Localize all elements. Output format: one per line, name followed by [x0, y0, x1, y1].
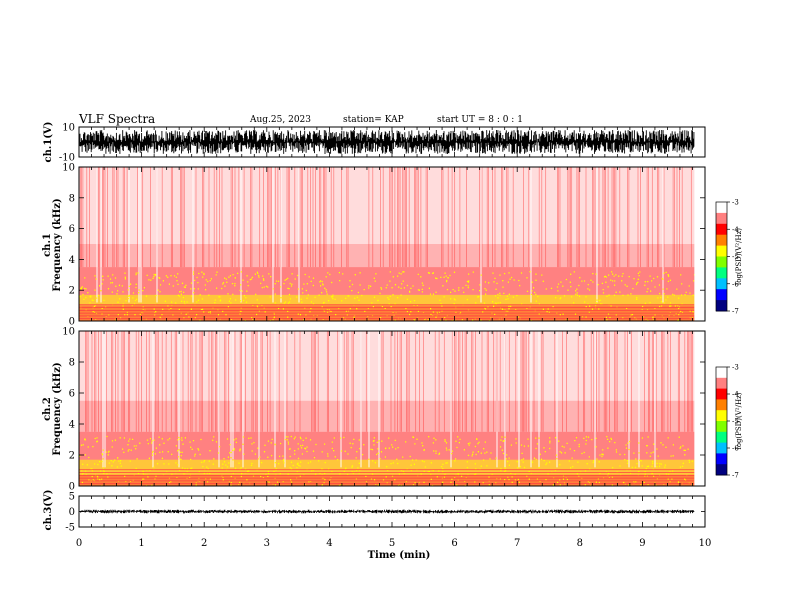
ch1-spec-ylabel-freq: Frequency (kHz) — [52, 198, 63, 291]
ch2-spec-ylabel-freq: Frequency (kHz) — [52, 362, 63, 455]
ch2-spectrogram-streaks — [85, 331, 693, 432]
ch1-spectrogram-image — [79, 167, 705, 321]
ch2-spectrogram-colorbar-swatch — [716, 377, 727, 390]
time-tick-label: 9 — [639, 538, 645, 549]
time-tick-label: 6 — [451, 538, 457, 549]
ch2-spectrogram-colorbar-tick-label: -4 — [732, 391, 739, 399]
ch1-spectrogram-band — [79, 244, 705, 268]
ch1-spectrogram-band — [79, 267, 705, 295]
ch2-spectrogram-band-hot — [79, 459, 705, 476]
ch1-spectrogram-colorbar-swatch — [716, 267, 727, 279]
ch1-spectrogram-colorbar-swatch — [716, 234, 727, 247]
ch2-spectrogram-ytick-label: 6 — [69, 389, 75, 400]
ch1-spectrogram-band-hot — [79, 294, 705, 306]
ch1-spectrogram-colorbar-swatch — [716, 278, 727, 290]
ch3-waveform-ytick-label: 5 — [69, 492, 75, 503]
time-tick-label: 5 — [389, 538, 395, 549]
ch2-colorbar: -3 -4 -5 -6 -7 log(PSD)(V²/Hz) — [715, 364, 743, 480]
ch2-spectrogram-colorbar-tick-label: -5 — [732, 418, 739, 426]
ch2-spectrogram-ytick-label: 2 — [69, 451, 75, 462]
ch1-spectrogram-colorbar-swatch — [716, 202, 727, 214]
ch1-waveform-ytick-label: -10 — [59, 153, 75, 164]
start-time-label: start UT = 8 : 0 : 1 — [437, 115, 523, 125]
ch2-spectrogram-colorbar-swatch — [716, 453, 727, 465]
ch2-spectrogram-colorbar-swatch — [716, 464, 727, 476]
date-label: Aug.25, 2023 — [249, 115, 311, 125]
ch1-spectrogram-ytick-label: 4 — [69, 255, 75, 266]
ch1-spectrogram-colorbar-tick-label: -3 — [732, 199, 739, 207]
ch3-waveform-ytick-label: 0 — [69, 507, 75, 518]
ch2-spectrogram-panel: 0 2 4 6 8 10 — [62, 327, 706, 493]
time-tick-label: 7 — [514, 538, 520, 549]
station-label: station= KAP — [343, 115, 404, 125]
ch2-spectrogram-gaps — [102, 331, 656, 468]
ch2-spectrogram-band — [79, 431, 705, 460]
ch2-spectrogram-band — [79, 400, 705, 432]
ch1-spectrogram-colorbar-tick-label: -7 — [732, 308, 739, 316]
ch2-spectrogram-colorbar-swatch — [716, 421, 727, 433]
ch2-spectrogram-nodata — [694, 331, 705, 486]
ch2-spectrogram-ytick-label: 4 — [69, 420, 75, 431]
ch1-spectrogram-colorbar-swatch — [716, 245, 727, 257]
time-tick-label: 1 — [138, 538, 144, 549]
ch1-spectrogram-ytick-label: 10 — [62, 163, 75, 174]
ch1-spectrogram-colorbar-swatch — [716, 289, 727, 301]
ch2-spectrogram-ytick-label: 0 — [69, 482, 75, 493]
ch3-wave-ylabel: ch.3(V) — [43, 489, 54, 530]
time-tick-label: 4 — [326, 538, 332, 549]
ch1-spectrogram-ytick-label: 6 — [69, 224, 75, 235]
figure-title: VLF Spectra — [78, 112, 155, 126]
ch1-spectrogram-panel: 0 2 4 6 8 10 — [62, 163, 706, 328]
time-axis-label: Time (min) — [368, 550, 431, 561]
time-tick-label: 3 — [264, 538, 270, 549]
ch3-waveform-trace — [79, 509, 695, 514]
ch2-spectrogram-colorbar-swatch — [716, 388, 727, 400]
ch1-spectrogram-colorbar-swatch — [716, 212, 727, 225]
time-tick-label: 10 — [699, 538, 712, 549]
ch1-spec-ylabel-channel: ch.1 — [42, 233, 53, 257]
ch2-spectrogram-colorbar-tick-label: -7 — [732, 472, 739, 480]
ch1-spectrogram-colorbar-label: log(PSD)(V²/Hz) — [735, 228, 743, 285]
ch1-spectrogram-colorbar-tick-label: -6 — [732, 280, 739, 288]
ch2-spectrogram-image — [79, 331, 705, 486]
ch2-spectrogram-colorbar-swatch — [716, 367, 727, 379]
ch1-spectrogram-nodata — [694, 167, 705, 321]
ch3-waveform-panel: 5 0 -5 — [65, 492, 706, 534]
ch1-spectrogram-colorbar-swatch — [716, 256, 727, 268]
ch1-colorbar: -3 -4 -5 -6 -7 log(PSD)(V²/Hz) — [715, 199, 743, 316]
time-tick-label: 2 — [201, 538, 207, 549]
ch1-spectrogram-ytick-label: 2 — [69, 286, 75, 297]
ch1-spectrogram-colorbar-swatch — [716, 300, 727, 312]
ch2-spec-ylabel-channel: ch.2 — [42, 397, 53, 421]
ch3-waveform-ytick-label: -5 — [65, 523, 75, 534]
ch2-spectrogram-ytick-label: 8 — [69, 358, 75, 369]
ch1-spectrogram-band — [79, 167, 705, 244]
ch1-waveform-ytick-label: 10 — [62, 123, 75, 134]
ch2-spectrogram-ytick-label: 10 — [62, 327, 75, 338]
ch1-spectrogram-colorbar-swatch — [716, 223, 727, 236]
ch1-spectrogram-colorbar-tick-label: -5 — [732, 253, 739, 261]
time-axis: 0 1 2 3 4 5 6 7 8 9 10 — [76, 538, 712, 549]
ch1-spectrogram-gaps — [96, 167, 664, 303]
ch1-spectrogram-colorbar-tick-label: -4 — [732, 226, 739, 234]
time-tick-label: 8 — [577, 538, 583, 549]
ch1-waveform-trace — [79, 130, 695, 154]
ch2-spectrogram-colorbar-swatch — [716, 442, 727, 454]
ch2-spectrogram-band — [79, 331, 705, 401]
ch2-spectrogram-colorbar-label: log(PSD)(V²/Hz) — [735, 392, 743, 449]
ch2-spectrogram-colorbar-swatch — [716, 431, 727, 444]
ch1-waveform-panel: 10 -10 — [59, 123, 706, 164]
time-tick-label: 0 — [76, 538, 82, 549]
ch1-spectrogram-ytick-label: 0 — [69, 317, 75, 328]
ch1-wave-ylabel: ch.1(V) — [43, 121, 54, 162]
ch2-spectrogram-colorbar-tick-label: -3 — [732, 364, 739, 372]
ch1-spectrogram-ytick-label: 8 — [69, 193, 75, 204]
ch2-spectrogram-colorbar-tick-label: -6 — [732, 445, 739, 453]
ch2-spectrogram-colorbar-swatch — [716, 399, 727, 411]
ch2-spectrogram-colorbar-swatch — [716, 410, 727, 422]
